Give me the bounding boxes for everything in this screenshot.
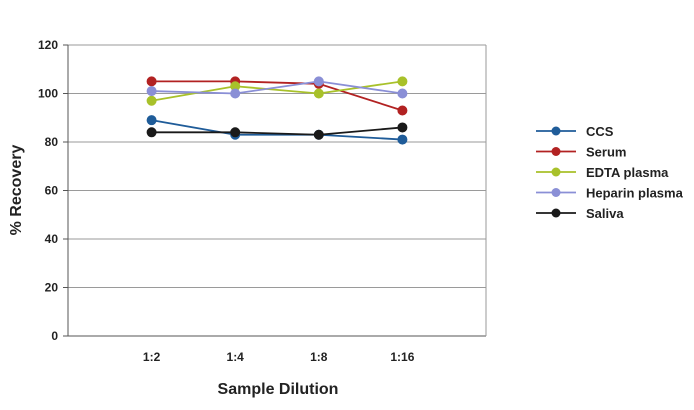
legend-label: EDTA plasma bbox=[586, 165, 669, 180]
legend-label: Saliva bbox=[586, 206, 624, 221]
legend-label: CCS bbox=[586, 124, 614, 139]
legend-marker bbox=[551, 208, 561, 218]
legend-marker bbox=[551, 126, 561, 136]
legend-label: Heparin plasma bbox=[586, 186, 684, 201]
axes-layer bbox=[63, 44, 487, 337]
x-tick-label: 1:16 bbox=[390, 350, 414, 364]
data-point-edta-plasma bbox=[313, 88, 324, 99]
legend: CCS Serum EDTA plasma Heparin plasma Saliva bbox=[536, 124, 684, 221]
legend-item-ccs: CCS bbox=[536, 124, 614, 139]
data-point-edta-plasma bbox=[397, 76, 408, 87]
x-tick-label: 1:8 bbox=[310, 350, 328, 364]
y-tick-label: 60 bbox=[45, 184, 59, 198]
grid-layer bbox=[68, 44, 486, 288]
y-tick-label: 0 bbox=[51, 329, 58, 343]
series-line-saliva bbox=[151, 126, 403, 136]
data-point-saliva bbox=[146, 127, 157, 138]
series-line-heparin-plasma bbox=[151, 80, 403, 95]
series-saliva bbox=[146, 122, 408, 140]
data-point-saliva bbox=[230, 127, 241, 138]
series-line-ccs bbox=[151, 119, 403, 141]
x-tick-label: 1:4 bbox=[227, 350, 245, 364]
legend-item-edta-plasma: EDTA plasma bbox=[536, 165, 669, 180]
series-heparin-plasma bbox=[146, 76, 408, 99]
legend-label: Serum bbox=[586, 145, 626, 160]
data-point-ccs bbox=[146, 115, 157, 126]
y-tick-label: 100 bbox=[38, 87, 58, 101]
data-point-saliva bbox=[397, 122, 408, 133]
y-tick-label: 120 bbox=[38, 38, 58, 52]
ticks-layer: 0 20 40 60 80 100 120 1:2 1:4 1:8 1:16 bbox=[38, 38, 415, 364]
data-point-saliva bbox=[313, 129, 324, 140]
data-point-heparin-plasma bbox=[313, 76, 324, 87]
y-axis-title: % Recovery bbox=[8, 145, 25, 236]
x-tick-label: 1:2 bbox=[143, 350, 161, 364]
data-point-heparin-plasma bbox=[230, 88, 241, 99]
legend-marker bbox=[551, 147, 561, 156]
y-tick-label: 20 bbox=[45, 281, 59, 295]
series-layer bbox=[146, 76, 408, 145]
data-point-serum bbox=[146, 76, 157, 87]
legend-item-saliva: Saliva bbox=[536, 206, 624, 221]
y-tick-label: 40 bbox=[45, 232, 59, 246]
series-serum bbox=[146, 76, 408, 116]
data-point-heparin-plasma bbox=[146, 86, 157, 97]
legend-item-serum: Serum bbox=[536, 145, 626, 160]
data-point-heparin-plasma bbox=[397, 88, 408, 99]
y-tick-label: 80 bbox=[45, 135, 59, 149]
data-point-edta-plasma bbox=[146, 95, 157, 106]
legend-item-heparin-plasma: Heparin plasma bbox=[536, 186, 684, 201]
legend-marker bbox=[551, 188, 561, 197]
x-axis-title: Sample Dilution bbox=[218, 381, 339, 398]
data-point-ccs bbox=[397, 134, 408, 145]
legend-marker bbox=[551, 167, 561, 177]
data-point-serum bbox=[397, 105, 408, 116]
series-line-serum bbox=[151, 80, 403, 112]
